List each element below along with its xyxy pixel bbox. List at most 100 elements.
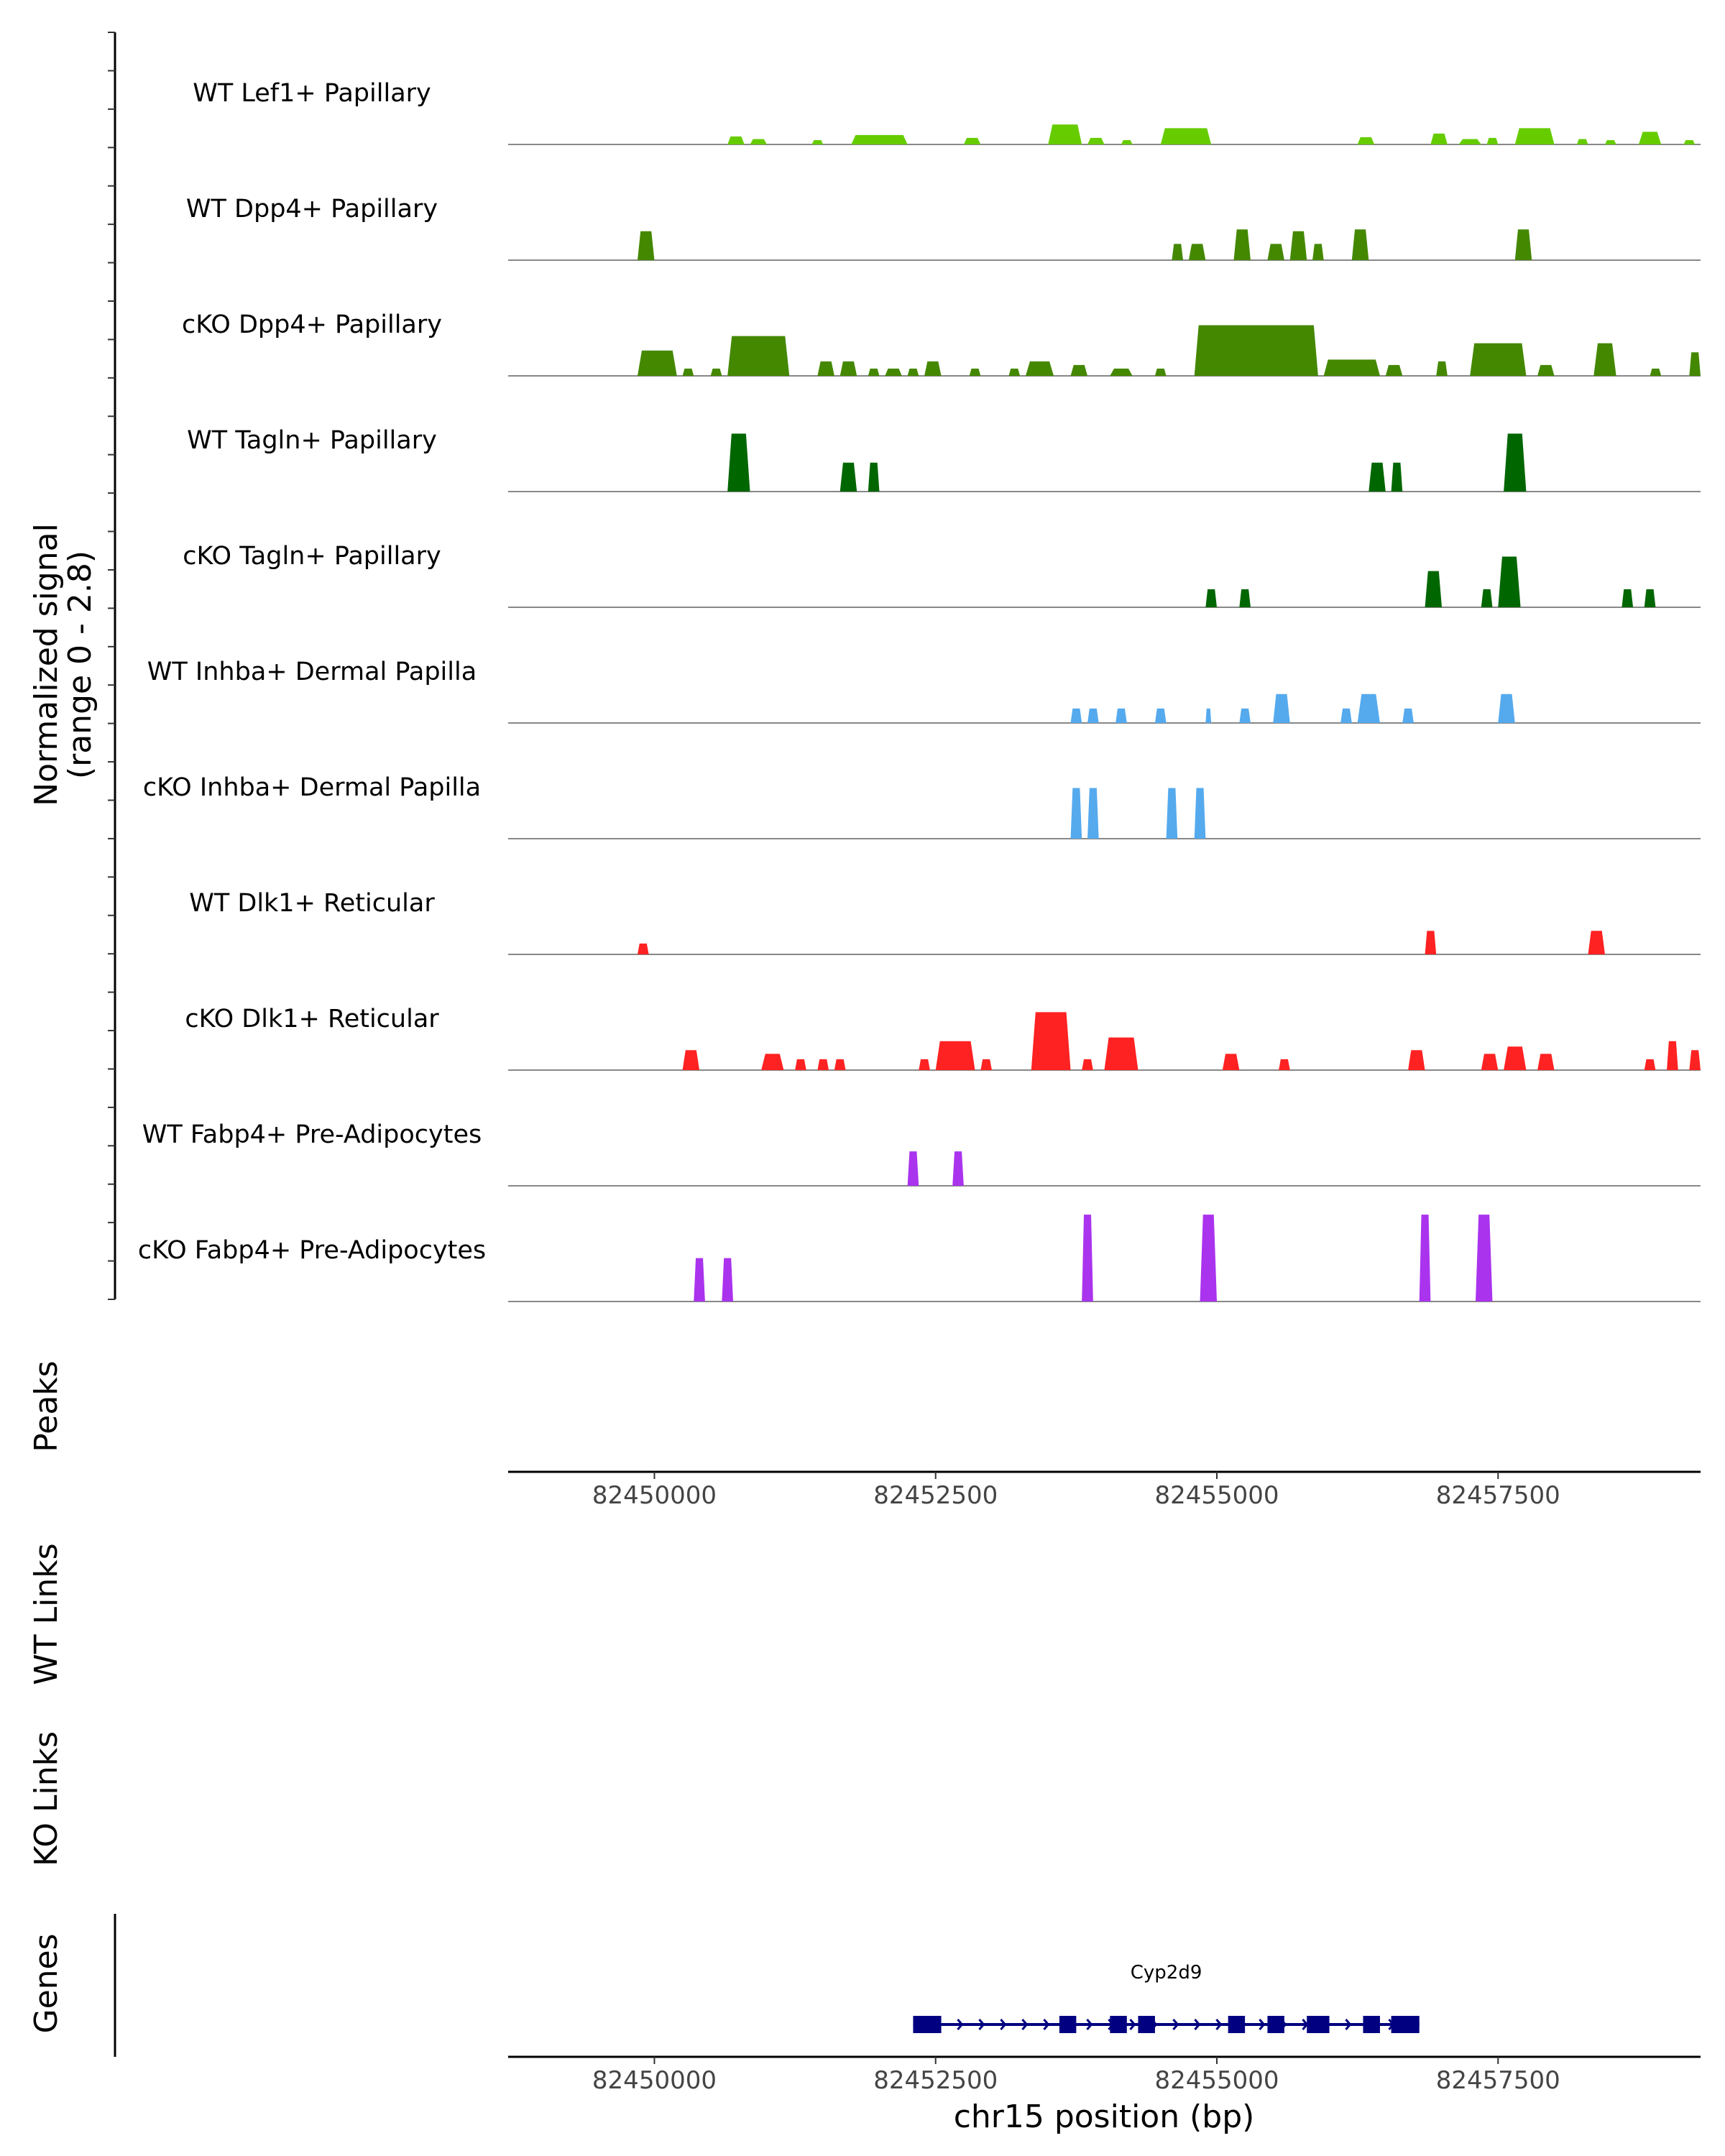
coverage-peak xyxy=(969,368,981,376)
coverage-peak xyxy=(1082,1215,1093,1302)
coverage-peak xyxy=(1070,708,1082,723)
track-3: WT Tagln+ Papillary xyxy=(187,426,1701,492)
coverage-peak xyxy=(1425,571,1443,607)
track-label: WT Fabp4+ Pre-Adipocytes xyxy=(142,1120,482,1149)
coverage-peak xyxy=(1233,229,1251,260)
coverage-peak xyxy=(1514,128,1555,144)
coverage-peak xyxy=(1200,1215,1218,1302)
coverage-peak xyxy=(722,1258,734,1302)
coverage-peak xyxy=(1486,137,1499,144)
track-label: cKO Inhba+ Dermal Papilla xyxy=(143,773,481,802)
track-10: cKO Fabp4+ Pre-Adipocytes xyxy=(138,1215,1701,1302)
coverage-peak xyxy=(1470,343,1527,376)
coverage-peak xyxy=(1498,556,1521,607)
coverage-peak xyxy=(710,368,722,376)
strand-arrow-icon xyxy=(1000,2019,1007,2030)
coverage-peak xyxy=(1689,352,1701,376)
coverage-peak xyxy=(1154,708,1167,723)
coverage-peak xyxy=(1368,462,1386,492)
strand-arrow-icon xyxy=(1021,2019,1029,2030)
coverage-peak xyxy=(840,462,857,492)
gene-exon xyxy=(1363,2016,1380,2033)
coverage-peak xyxy=(1391,462,1403,492)
strand-arrow-icon xyxy=(1172,2019,1179,2030)
coverage-peak xyxy=(868,462,880,492)
coverage-peak xyxy=(1008,368,1021,376)
gene-exon xyxy=(1110,2016,1127,2033)
gene-name-label: Cyp2d9 xyxy=(1131,1962,1202,1984)
coverage-peak xyxy=(637,231,655,260)
track-5: WT Inhba+ Dermal Papilla xyxy=(147,658,1701,724)
coverage-peak xyxy=(1638,132,1662,144)
x-axis-tick-label: 82455000 xyxy=(1154,1481,1279,1510)
x-axis-tick-label: 82452500 xyxy=(873,1481,998,1510)
track-9: WT Fabp4+ Pre-Adipocytes xyxy=(142,1120,1701,1187)
y-axis-title-line1: Normalized signal xyxy=(28,523,65,806)
track-label: cKO Dpp4+ Papillary xyxy=(182,310,442,339)
coverage-peak xyxy=(868,368,880,376)
peaks-track-title: Peaks xyxy=(28,1360,65,1452)
coverage-peak xyxy=(1154,368,1167,376)
coverage-peak xyxy=(1239,708,1251,723)
coverage-peak xyxy=(924,361,942,376)
coverage-peak xyxy=(694,1258,705,1302)
strand-arrow-icon xyxy=(978,2019,985,2030)
coverage-peak xyxy=(1593,343,1616,376)
coverage-peak xyxy=(1205,708,1212,723)
coverage-peak xyxy=(1622,589,1634,607)
track-7: WT Dlk1+ Reticular xyxy=(189,889,1701,955)
coverage-peak xyxy=(1402,708,1414,723)
coverage-peak xyxy=(811,139,824,144)
coverage-peak xyxy=(1082,1059,1093,1070)
coverage-peak xyxy=(1031,1012,1071,1070)
gene-exon xyxy=(1059,2016,1077,2033)
x-axis-title: chr15 position (bp) xyxy=(954,2099,1255,2135)
coverage-peak xyxy=(637,350,677,376)
coverage-peak xyxy=(980,1059,992,1070)
coverage-peak xyxy=(1683,139,1696,144)
coverage-peak xyxy=(1351,229,1369,260)
coverage-peak xyxy=(795,1059,806,1070)
coverage-peak xyxy=(1087,137,1105,144)
coverage-peak xyxy=(963,137,981,144)
signal-y-axis-ticks xyxy=(108,32,115,1300)
coverage-peak xyxy=(1273,694,1290,723)
coverage-peak xyxy=(1239,589,1251,607)
coverage-peak xyxy=(1323,359,1380,376)
wt-links-track-title: WT Links xyxy=(28,1543,65,1685)
strand-arrow-icon xyxy=(1129,2019,1136,2030)
track-4: cKO Tagln+ Papillary xyxy=(183,542,1701,608)
track-8: cKO Dlk1+ Reticular xyxy=(185,1005,1701,1071)
x-axis-tick-label: 82457500 xyxy=(1436,2066,1560,2095)
coverage-peak xyxy=(1644,1059,1656,1070)
coverage-peak xyxy=(1419,1215,1431,1302)
coverage-peak xyxy=(1110,368,1133,376)
track-label: cKO Dlk1+ Reticular xyxy=(185,1005,439,1033)
coverage-peak xyxy=(1070,788,1082,839)
strand-arrow-icon xyxy=(1215,2019,1223,2030)
coverage-peak xyxy=(1481,1054,1499,1070)
coverage-peak xyxy=(1312,244,1324,260)
coverage-peak xyxy=(1116,708,1127,723)
track-label: WT Dlk1+ Reticular xyxy=(189,889,435,918)
coverage-peak xyxy=(1514,229,1532,260)
strand-arrow-icon xyxy=(1194,2019,1201,2030)
coverage-peak xyxy=(1188,244,1206,260)
coverage-peak xyxy=(907,368,919,376)
x-axis-tick-label: 82457500 xyxy=(1436,1481,1560,1510)
coverage-peak xyxy=(1340,708,1352,723)
track-2: cKO Dpp4+ Papillary xyxy=(182,310,1701,377)
coverage-peak xyxy=(840,361,857,376)
coverage-peak xyxy=(1458,139,1481,144)
coverage-peak xyxy=(1166,788,1178,839)
coverage-peak xyxy=(1172,244,1184,260)
coverage-peak xyxy=(919,1059,930,1070)
track-0: WT Lef1+ Papillary xyxy=(193,79,1701,145)
coverage-peak xyxy=(1025,361,1054,376)
coverage-peak xyxy=(1650,368,1662,376)
coverage-peak xyxy=(1667,1041,1678,1070)
track-label: WT Tagln+ Papillary xyxy=(187,426,437,455)
x-axis-tick-label: 82455000 xyxy=(1154,2066,1279,2095)
gene-annotation-track: Cyp2d9 xyxy=(913,1962,1420,2033)
